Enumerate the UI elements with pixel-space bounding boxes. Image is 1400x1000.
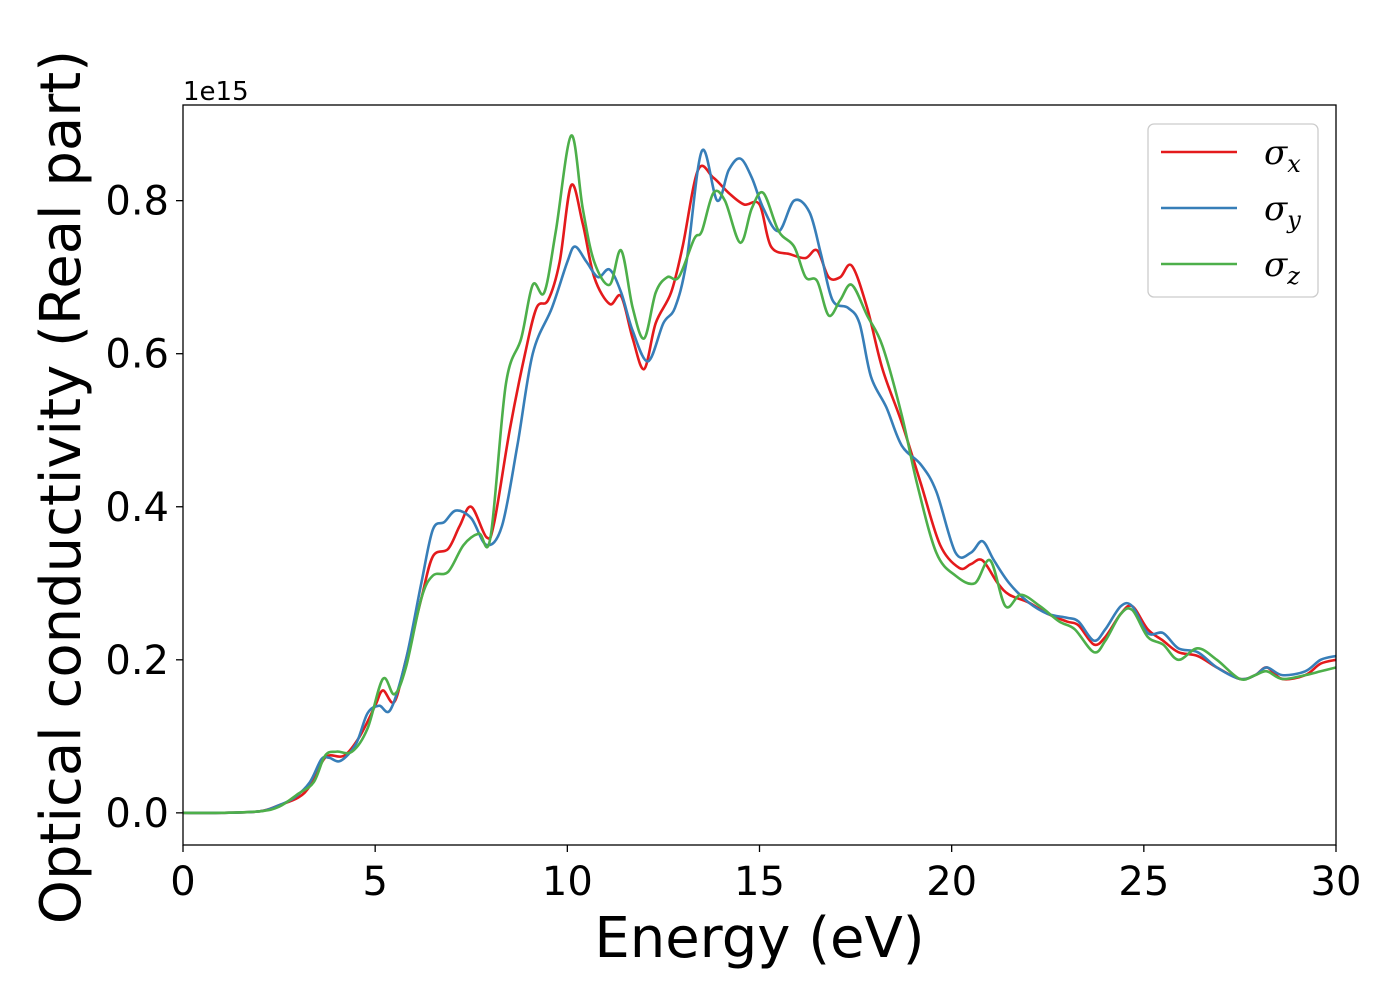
y-tick-label: 0.0 <box>105 791 169 837</box>
x-axis-label: Energy (eV) <box>594 906 924 971</box>
legend-label: σz <box>1264 245 1300 290</box>
legend: σx σy σz <box>1147 123 1319 298</box>
legend-entry-z: σz <box>1161 245 1300 290</box>
x-tick-label: 20 <box>926 859 977 905</box>
y-axis-label: Optical conductivity (Real part) <box>29 50 94 924</box>
legend-label: σx <box>1264 133 1301 178</box>
legend-entry-y: σy <box>1161 189 1301 234</box>
legend-label: σy <box>1264 189 1301 234</box>
legend-entry-x: σx <box>1161 133 1301 178</box>
y-tick-label: 0.6 <box>105 332 169 378</box>
y-tick-label: 0.4 <box>105 485 169 531</box>
x-tick-label: 25 <box>1118 859 1169 905</box>
x-tick-label: 15 <box>734 859 785 905</box>
series-line-y <box>183 148 1336 815</box>
series-layer <box>183 134 1336 815</box>
x-axis: 0 5 10 15 20 25 30 <box>170 845 1361 905</box>
y-axis-offset-label: 1e15 <box>183 77 249 107</box>
x-tick-label: 10 <box>542 859 593 905</box>
legend-box <box>1147 123 1319 298</box>
y-axis: 0.0 0.2 0.4 0.6 0.8 <box>105 179 183 837</box>
series-line-z <box>183 134 1336 815</box>
x-tick-label: 30 <box>1311 859 1362 905</box>
x-tick-label: 0 <box>170 859 195 905</box>
y-tick-label: 0.8 <box>105 179 169 225</box>
x-tick-label: 5 <box>362 859 387 905</box>
y-tick-label: 0.2 <box>105 638 169 684</box>
